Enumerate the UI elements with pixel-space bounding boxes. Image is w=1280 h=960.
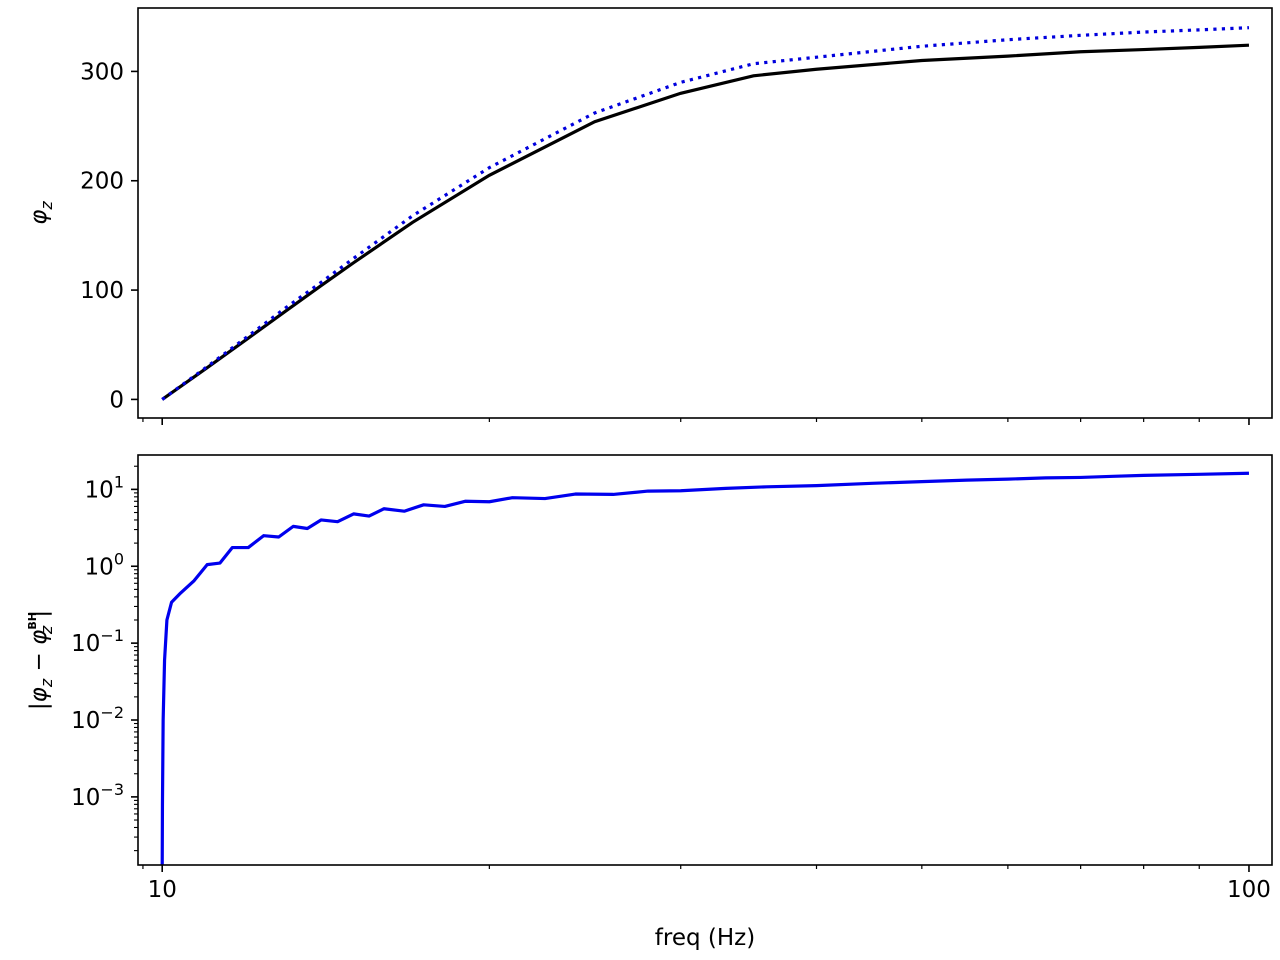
bottom-series-group: [160, 471, 1250, 866]
bottom-ytick-label-3: 100: [85, 549, 124, 580]
bottom-ylabel-sup2: BH: [26, 612, 39, 630]
bottom-ytick-label-0: 10−3: [71, 780, 124, 811]
bottom-ylabel-sub1: z: [37, 678, 56, 688]
top-ylabel-subscript: z: [37, 201, 56, 211]
top-ytick-label-1: 100: [80, 278, 124, 304]
top-axes-frame: [137, 7, 1273, 419]
top-series-line-1: [161, 26, 1250, 401]
bottom-ylabel-minus: − φ: [26, 630, 52, 679]
top-ytick-label-3: 300: [80, 59, 124, 85]
bottom-ytick-label-1: 10−2: [71, 703, 124, 734]
bottom-xtick-label-0: 10: [148, 877, 177, 903]
top-ytick-label-0: 0: [109, 387, 124, 413]
bottom-xlabel: freq (Hz): [655, 925, 755, 951]
top-axes-group: 0 100 200 300: [80, 7, 1273, 425]
bottom-axes-group: 10−3 10−2 10−1 100 101 10 100: [71, 454, 1273, 903]
bottom-series-line-0: [160, 471, 1250, 866]
top-panel: 0 100 200 300 φz: [26, 7, 1273, 425]
top-ytick-label-2: 200: [80, 169, 124, 195]
top-series-line-0: [161, 43, 1250, 401]
top-series-group: [161, 26, 1250, 401]
bottom-axes-frame: [137, 454, 1273, 866]
bottom-ylabel-open: |φ: [26, 687, 52, 710]
bottom-ylabel: |φz − φBHz|: [26, 610, 56, 710]
bottom-ytick-label-2: 10−1: [71, 626, 124, 657]
top-ylabel: φz: [26, 201, 56, 225]
bottom-ylabel-sub2: z: [37, 625, 56, 635]
bottom-ytick-label-4: 101: [85, 472, 124, 503]
bottom-xtick-label-1: 100: [1227, 877, 1271, 903]
bottom-ylabel-close: |: [26, 610, 52, 618]
top-ylabel-symbol: φ: [26, 210, 52, 225]
